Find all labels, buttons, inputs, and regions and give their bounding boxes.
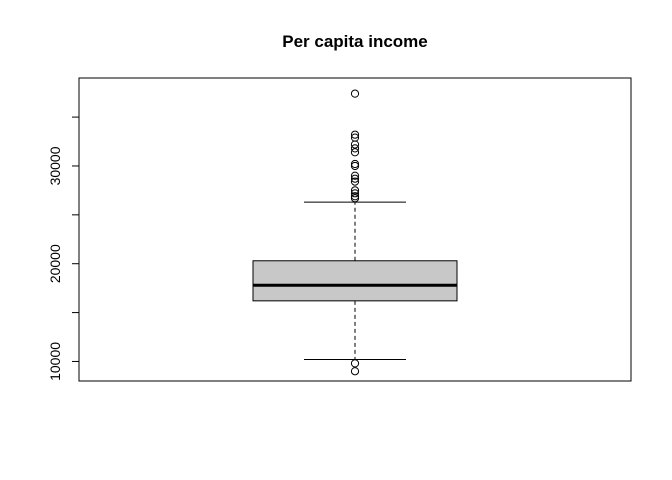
y-axis: 10000 20000 30000	[47, 116, 79, 381]
chart-title: Per capita income	[282, 32, 428, 51]
outliers	[350, 89, 360, 376]
y-tick-label: 30000	[47, 146, 63, 185]
outlier-point	[350, 89, 360, 98]
outlier-point	[350, 140, 360, 149]
iqr-box	[252, 260, 458, 302]
y-tick-label: 20000	[47, 244, 63, 283]
outlier-point	[350, 194, 360, 203]
outlier-point	[350, 177, 360, 186]
outlier-point	[350, 144, 360, 153]
outlier-point	[350, 171, 360, 180]
outlier-point	[350, 186, 360, 195]
outlier-point	[350, 161, 360, 171]
outlier-point	[350, 359, 360, 368]
outlier-point	[350, 189, 360, 198]
outlier-point	[350, 130, 360, 139]
outlier-point	[350, 367, 360, 376]
outlier-point	[350, 174, 360, 183]
outlier-point	[350, 148, 360, 157]
y-tick-label: 10000	[47, 342, 63, 381]
box	[252, 201, 458, 360]
